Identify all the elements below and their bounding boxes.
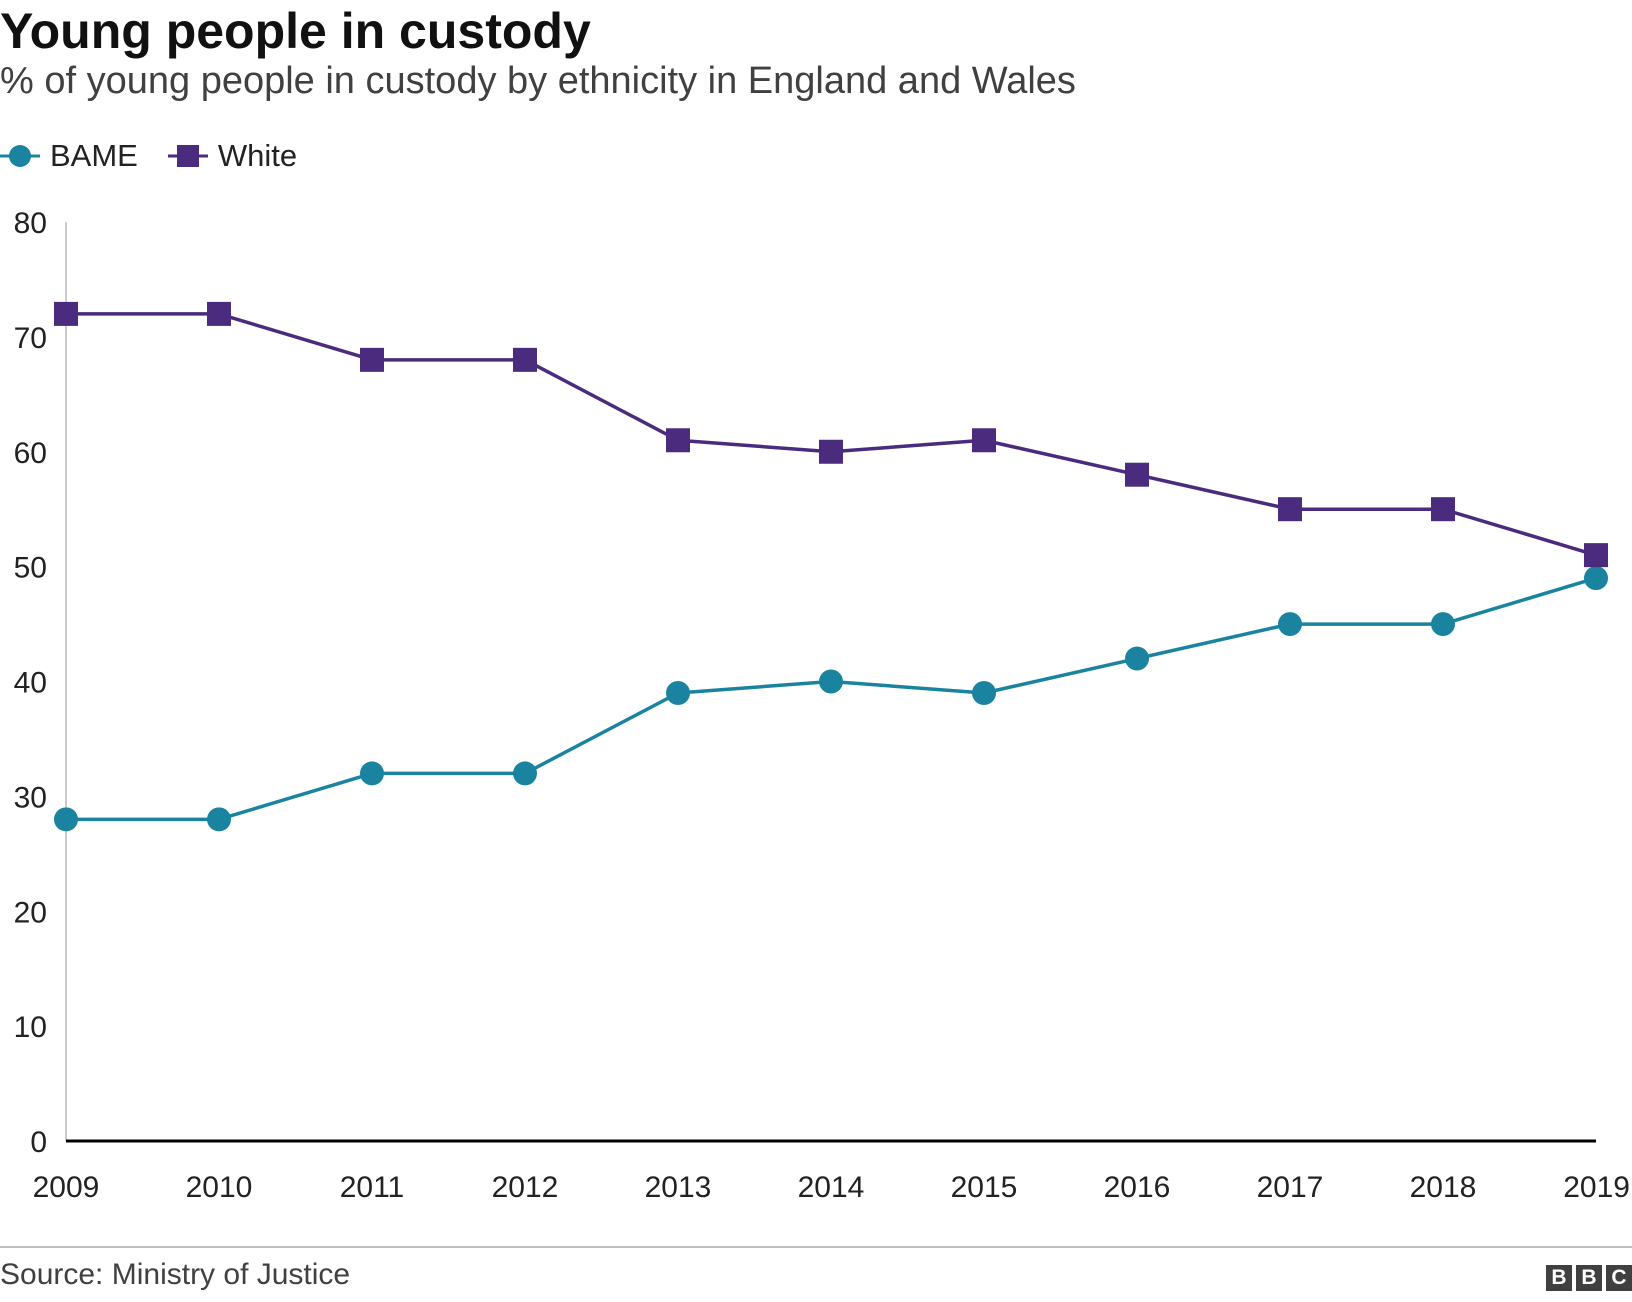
x-tick-label: 2014 bbox=[798, 1171, 865, 1204]
x-tick-label: 2018 bbox=[1410, 1171, 1477, 1204]
series-line-bame bbox=[66, 576, 1597, 822]
x-tick-label: 2017 bbox=[1257, 1171, 1324, 1204]
source-divider bbox=[0, 1246, 1632, 1248]
data-point-white bbox=[1278, 497, 1302, 522]
bbc-logo-letter: B bbox=[1576, 1265, 1602, 1291]
legend: BAME White bbox=[0, 136, 327, 176]
x-tick-label: 2016 bbox=[1104, 1171, 1171, 1204]
data-point-bame bbox=[1278, 612, 1302, 637]
data-point-white bbox=[1125, 462, 1149, 487]
y-tick-label: 50 bbox=[14, 552, 47, 585]
data-point-white bbox=[360, 347, 384, 372]
x-tick-label: 2019 bbox=[1563, 1171, 1630, 1204]
legend-item-white: White bbox=[167, 138, 298, 174]
y-tick-label: 40 bbox=[14, 667, 47, 700]
data-point-bame bbox=[360, 761, 384, 786]
x-tick-label: 2012 bbox=[492, 1171, 559, 1204]
bbc-logo-letter: C bbox=[1606, 1265, 1632, 1291]
y-tick-label: 60 bbox=[14, 437, 47, 470]
data-point-bame bbox=[1584, 566, 1608, 591]
y-tick-label: 20 bbox=[14, 896, 47, 929]
bbc-logo: B B C bbox=[1546, 1265, 1632, 1291]
x-tick-label: 2011 bbox=[340, 1171, 405, 1204]
data-point-bame bbox=[54, 807, 78, 832]
y-tick-label: 70 bbox=[14, 322, 47, 355]
data-point-white bbox=[1584, 543, 1608, 568]
data-point-bame bbox=[1125, 646, 1149, 671]
circle-marker-icon bbox=[0, 145, 40, 167]
data-point-bame bbox=[972, 680, 996, 705]
x-tick-label: 2015 bbox=[951, 1171, 1018, 1204]
data-point-white bbox=[972, 428, 996, 453]
data-point-white bbox=[54, 301, 78, 326]
data-point-white bbox=[819, 439, 843, 464]
data-point-bame bbox=[666, 680, 690, 705]
data-point-bame bbox=[207, 807, 231, 832]
y-tick-label: 10 bbox=[14, 1011, 47, 1044]
legend-item-bame: BAME bbox=[0, 138, 138, 174]
data-point-bame bbox=[1431, 612, 1455, 637]
source-note: Source: Ministry of Justice bbox=[0, 1258, 351, 1291]
data-point-bame bbox=[513, 761, 537, 786]
y-tick-label: 0 bbox=[30, 1126, 47, 1159]
square-marker-icon bbox=[167, 145, 208, 167]
x-tick-label: 2009 bbox=[33, 1171, 100, 1204]
line-chart: 0 10 20 30 40 50 60 70 80 2009 2010 2011 2012 2013 201… bbox=[14, 207, 1630, 1204]
chart-subtitle: % of young people in custody by ethnicit… bbox=[0, 60, 1076, 102]
chart-title: Young people in custody bbox=[0, 3, 591, 59]
bbc-logo-letter: B bbox=[1546, 1265, 1572, 1291]
series-line-white bbox=[66, 312, 1597, 557]
y-tick-label: 80 bbox=[14, 207, 47, 240]
data-point-bame bbox=[819, 669, 843, 694]
y-tick-label: 30 bbox=[14, 781, 47, 814]
legend-label-white: White bbox=[217, 138, 298, 173]
data-point-white bbox=[666, 428, 690, 453]
legend-label-bame: BAME bbox=[50, 138, 138, 173]
data-point-white bbox=[1431, 497, 1455, 522]
data-point-white bbox=[513, 347, 537, 372]
x-tick-label: 2010 bbox=[186, 1171, 253, 1204]
data-point-white bbox=[207, 301, 231, 326]
x-tick-label: 2013 bbox=[645, 1171, 712, 1204]
